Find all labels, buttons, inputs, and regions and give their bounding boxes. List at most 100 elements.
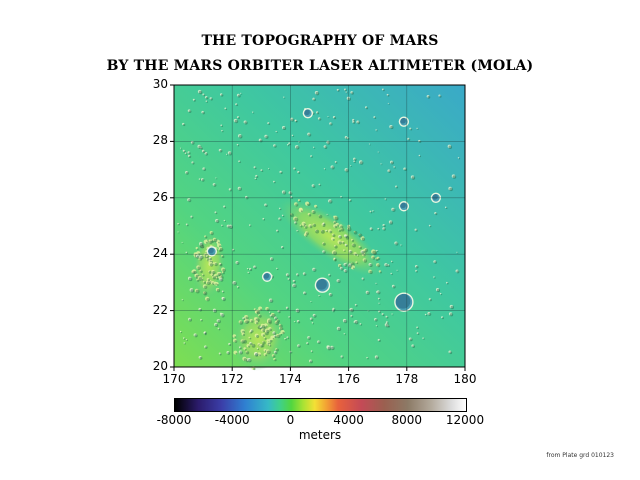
surface-knob [375, 129, 377, 131]
surface-knob-shadow [313, 268, 317, 272]
ridge-shadow [359, 246, 362, 250]
surface-knob [358, 160, 363, 164]
surface-knob [284, 337, 286, 340]
surface-knob-shadow [298, 171, 301, 174]
surface-knob [307, 132, 311, 136]
surface-knob [177, 231, 179, 233]
ridge-shadow [204, 285, 208, 289]
surface-knob [353, 160, 355, 163]
surface-knob-shadow [385, 199, 387, 201]
surface-knob [388, 220, 393, 224]
surface-knob [328, 292, 332, 296]
ridge-shadow [361, 237, 366, 241]
surface-knob [232, 281, 236, 285]
surface-knob [448, 312, 453, 316]
surface-knob-shadow [449, 351, 453, 355]
surface-knob [323, 145, 327, 149]
surface-knob [201, 110, 205, 114]
surface-knob [328, 199, 332, 203]
surface-knob [348, 249, 352, 253]
surface-knob-shadow [416, 270, 418, 273]
surface-knob [344, 243, 348, 247]
surface-knob [205, 100, 208, 102]
surface-knob-shadow [377, 250, 379, 253]
surface-knob [255, 174, 258, 178]
surface-knob-shadow [303, 292, 307, 296]
surface-knob-shadow [219, 353, 222, 356]
surface-knob [273, 144, 276, 147]
surface-knob-shadow [344, 89, 347, 92]
surface-knob [188, 317, 192, 321]
ridge-shadow [205, 236, 208, 239]
ridge-shadow [202, 274, 205, 277]
surface-knob-shadow [429, 225, 432, 228]
surface-knob-shadow [351, 92, 354, 95]
surface-knob [193, 333, 197, 337]
surface-knob [350, 164, 352, 166]
surface-knob-shadow [383, 228, 386, 231]
surface-knob-shadow [186, 171, 189, 175]
surface-knob [219, 263, 221, 265]
surface-knob-shadow [391, 273, 393, 276]
surface-knob-shadow [312, 185, 316, 188]
surface-knob-shadow [290, 351, 293, 354]
surface-knob [274, 316, 277, 320]
surface-knob [350, 314, 353, 317]
surface-knob-shadow [249, 225, 252, 227]
ridge-shadow [295, 203, 299, 207]
surface-knob-shadow [200, 255, 204, 260]
surface-knob-shadow [308, 337, 311, 340]
surface-knob-shadow [383, 224, 386, 228]
surface-knob-shadow [222, 298, 226, 302]
surface-knob [209, 97, 213, 100]
surface-knob [303, 291, 306, 295]
surface-knob-shadow [449, 187, 453, 192]
surface-knob-shadow [297, 230, 299, 233]
surface-knob-shadow [190, 289, 195, 293]
ridge-shadow [261, 325, 266, 329]
ridge-shadow [262, 329, 266, 333]
surface-knob-shadow [232, 249, 235, 252]
surface-knob-shadow [303, 273, 307, 276]
surface-knob-shadow [204, 332, 206, 335]
ridge-shadow [356, 262, 359, 265]
surface-knob-shadow [324, 169, 326, 171]
surface-knob [214, 211, 217, 214]
surface-knob [232, 248, 234, 251]
surface-knob-shadow [311, 351, 314, 353]
surface-knob [356, 254, 359, 256]
surface-knob-shadow [296, 274, 300, 277]
surface-knob-shadow [220, 94, 224, 97]
surface-knob [313, 146, 315, 148]
surface-knob-shadow [315, 91, 320, 96]
surface-knob [372, 210, 374, 212]
colorbar-unit: meters [298, 428, 342, 442]
surface-knob-shadow [379, 311, 382, 314]
surface-knob [221, 129, 223, 132]
surface-knob-shadow [439, 95, 442, 98]
surface-knob-shadow [254, 353, 259, 357]
surface-knob-shadow [279, 218, 282, 221]
ridge-shadow [209, 263, 214, 267]
surface-knob-shadow [354, 161, 356, 164]
surface-knob-shadow [394, 167, 396, 169]
surface-knob-shadow [357, 255, 359, 257]
surface-knob-shadow [330, 123, 333, 126]
surface-knob [391, 313, 393, 315]
surface-knob-shadow [184, 343, 186, 345]
surface-knob [369, 210, 372, 213]
surface-knob-shadow [395, 242, 399, 246]
ridge-shadow [243, 358, 247, 362]
colorbar-tick-label: -4000 [214, 413, 250, 427]
surface-knob-shadow [362, 278, 365, 281]
surface-knob [384, 198, 387, 200]
ridge-shadow [352, 243, 356, 248]
surface-knob [342, 318, 347, 323]
surface-knob [219, 277, 223, 281]
ridge-shadow [197, 266, 201, 270]
surface-knob [312, 267, 316, 271]
surface-knob [288, 142, 291, 145]
surface-knob [309, 359, 312, 363]
surface-knob [220, 313, 224, 317]
surface-knob-shadow [419, 155, 422, 158]
